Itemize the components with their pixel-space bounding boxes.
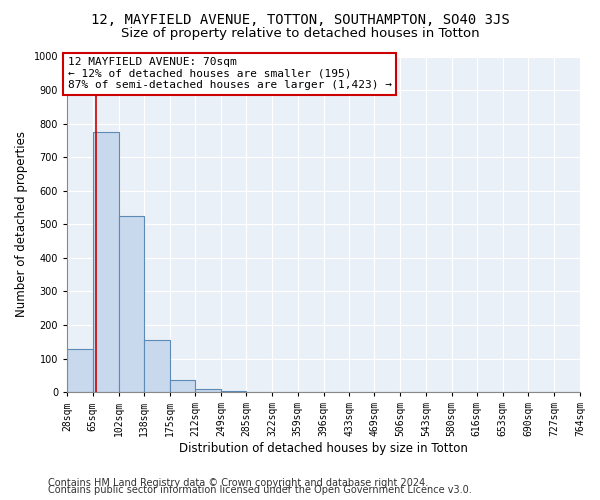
X-axis label: Distribution of detached houses by size in Totton: Distribution of detached houses by size …: [179, 442, 468, 455]
Bar: [170, 380, 196, 392]
Text: Contains HM Land Registry data © Crown copyright and database right 2024.: Contains HM Land Registry data © Crown c…: [48, 478, 428, 488]
Bar: [196, 389, 221, 392]
Y-axis label: Number of detached properties: Number of detached properties: [15, 132, 28, 318]
Bar: [119, 216, 144, 392]
Text: Contains public sector information licensed under the Open Government Licence v3: Contains public sector information licen…: [48, 485, 472, 495]
Text: 12 MAYFIELD AVENUE: 70sqm
← 12% of detached houses are smaller (195)
87% of semi: 12 MAYFIELD AVENUE: 70sqm ← 12% of detac…: [68, 57, 392, 90]
Bar: [93, 132, 119, 392]
Bar: [144, 340, 170, 392]
Text: Size of property relative to detached houses in Totton: Size of property relative to detached ho…: [121, 28, 479, 40]
Text: 12, MAYFIELD AVENUE, TOTTON, SOUTHAMPTON, SO40 3JS: 12, MAYFIELD AVENUE, TOTTON, SOUTHAMPTON…: [91, 12, 509, 26]
Bar: [67, 348, 93, 392]
